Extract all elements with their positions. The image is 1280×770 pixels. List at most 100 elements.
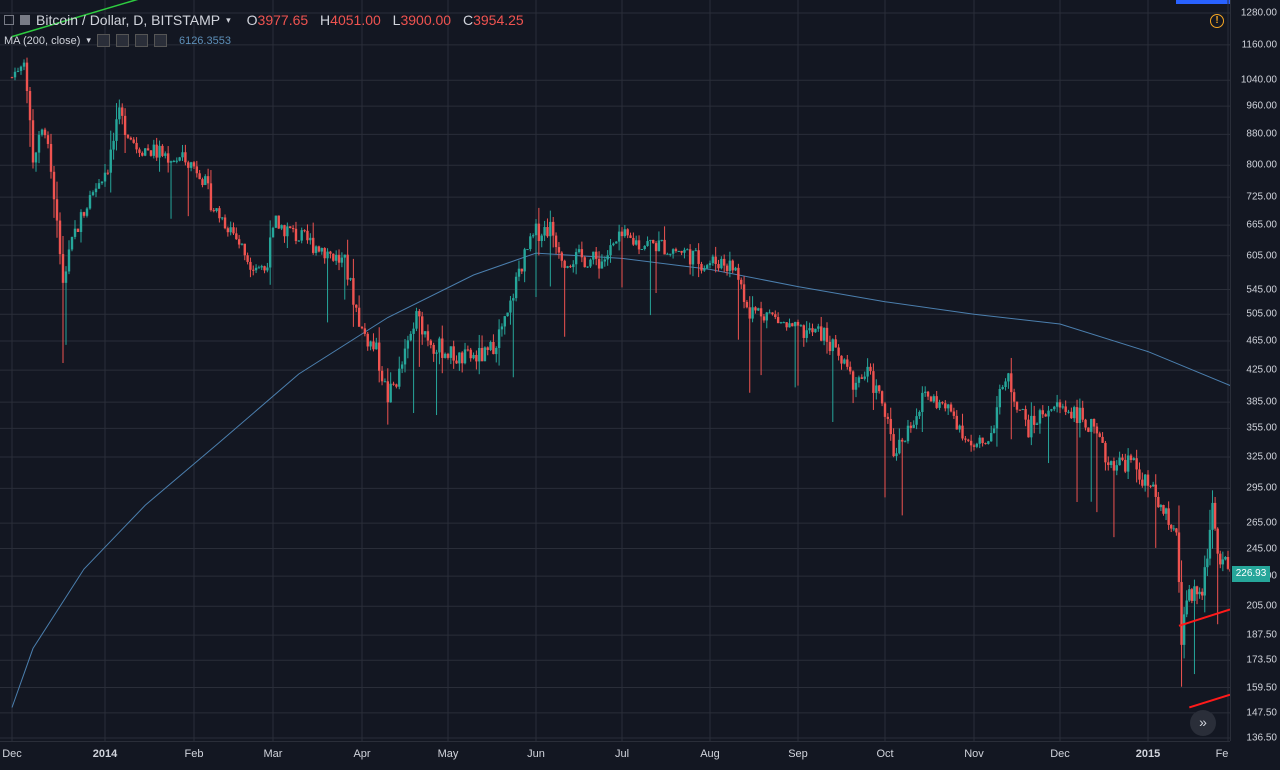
candle-body (289, 226, 292, 229)
candle-body (1175, 528, 1178, 533)
candle-body (274, 215, 278, 228)
candle (851, 370, 855, 404)
candle-body (771, 312, 774, 315)
candle-body (40, 129, 44, 135)
candle (309, 233, 312, 245)
candle-body (969, 440, 973, 446)
candle-body (311, 237, 315, 253)
time-tick-label: Nov (964, 748, 984, 760)
candle-body (649, 239, 652, 242)
candle-body (432, 344, 435, 354)
candle-body (677, 250, 680, 252)
candle-body (1172, 528, 1176, 530)
candle-body (932, 396, 936, 402)
candle (768, 309, 771, 314)
candle-body (563, 260, 566, 268)
price-tick-label: 187.50 (1246, 629, 1277, 641)
candle (398, 356, 401, 390)
candle-body (660, 239, 663, 241)
candle (737, 263, 740, 340)
indicator-title[interactable]: MA (200, close) (4, 34, 81, 47)
price-tick-label: 425.00 (1246, 364, 1277, 376)
candle-body (503, 316, 506, 327)
candle (554, 232, 558, 254)
candle-body (514, 276, 518, 299)
price-tick-label: 880.00 (1246, 128, 1277, 140)
candle (1087, 427, 1090, 433)
candle-body (495, 347, 498, 355)
candle (189, 161, 193, 172)
candle-body (623, 229, 627, 237)
candle (725, 263, 729, 276)
caret-down-icon[interactable]: ▾ (86, 35, 91, 45)
candle-body (79, 212, 83, 232)
candle-body (1101, 436, 1104, 443)
caret-down-icon[interactable]: ▾ (226, 14, 231, 25)
candle-body (1070, 411, 1073, 419)
candle (1188, 584, 1191, 602)
candle (1129, 453, 1133, 463)
candle-body (97, 183, 101, 189)
candle (782, 321, 786, 324)
candle-body (100, 181, 104, 184)
candle (620, 227, 624, 288)
candle (1135, 449, 1138, 483)
candle (785, 322, 788, 331)
candle-body (460, 352, 464, 364)
candle-body (617, 231, 621, 242)
candle-body (694, 250, 698, 252)
candle-body (118, 107, 121, 120)
candle-body (883, 403, 887, 417)
price-axis[interactable]: 1280.00 1160.00 1040.00 960.00 880.00 800.00 7… (1230, 0, 1280, 744)
trendlines[interactable] (11, 0, 1230, 709)
candle-body (201, 179, 204, 186)
candle-body (938, 402, 941, 408)
symbol-legend[interactable]: Bitcoin / Dollar, D, BITSTAMP ▾ O3977.65… (4, 12, 532, 28)
candle (349, 277, 352, 281)
warning-icon[interactable]: ! (1210, 14, 1224, 28)
candle-body (372, 341, 375, 350)
candle-body (843, 359, 846, 364)
candle-body (1030, 415, 1033, 438)
green-trendline[interactable] (11, 0, 174, 38)
candle-body (878, 385, 881, 392)
eye-icon[interactable] (96, 34, 110, 47)
red-trendline[interactable] (1178, 608, 1230, 627)
red-trendline[interactable] (1188, 693, 1230, 709)
candle-body (776, 317, 780, 324)
candle-body (149, 150, 153, 156)
scroll-to-realtime-icon[interactable]: » (1190, 710, 1216, 736)
candle (921, 386, 924, 432)
candle (149, 150, 153, 157)
candle-body (246, 255, 249, 262)
candle-body (722, 258, 726, 266)
candle (314, 245, 318, 256)
more-icon[interactable] (153, 34, 167, 47)
candle (383, 378, 387, 383)
candle (1109, 460, 1113, 469)
settings-icon[interactable] (115, 34, 129, 47)
remove-icon[interactable] (134, 34, 148, 47)
candle (198, 170, 201, 180)
collapse-icon[interactable] (4, 15, 14, 25)
candle (875, 379, 878, 400)
indicator-legend[interactable]: MA (200, close) ▾ 6126.3553 (4, 34, 231, 47)
candle-body (135, 142, 138, 150)
symbol-title[interactable]: Bitcoin / Dollar, D, BITSTAMP (36, 12, 221, 28)
candle-body (808, 328, 811, 331)
candle (1159, 503, 1163, 512)
price-chart[interactable] (0, 0, 1230, 741)
candle-body (1208, 529, 1212, 559)
candle-body (1021, 409, 1024, 411)
time-axis[interactable]: Dec 2014 Feb Mar Apr May Jun Jul Aug Sep Oct Nov Dec… (0, 741, 1230, 770)
close-value: 3954.25 (473, 12, 524, 28)
candle (246, 252, 249, 265)
candle-body (37, 134, 41, 153)
candle-body (438, 338, 441, 353)
candle-body (1164, 508, 1168, 514)
candle-body (834, 339, 837, 348)
candle (155, 137, 158, 161)
candle-body (115, 119, 118, 141)
price-tick-label: 173.50 (1246, 654, 1277, 666)
candle-body (469, 349, 472, 359)
